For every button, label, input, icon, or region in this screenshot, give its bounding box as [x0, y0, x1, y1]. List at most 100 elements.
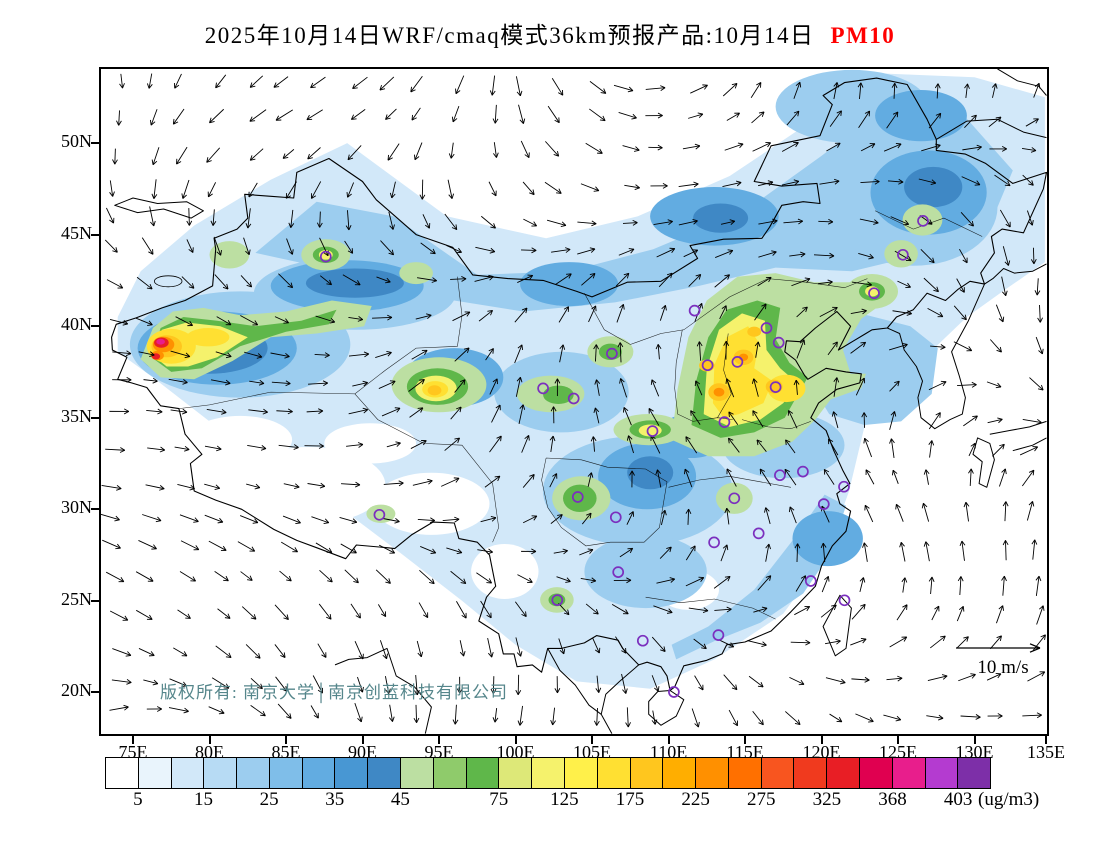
lat-tick-label: 40N: [61, 314, 92, 335]
axis-tick-mark: [438, 736, 441, 744]
city-marker: [897, 248, 909, 261]
colorbar-tick-label: 368: [878, 789, 907, 810]
lat-tick-label: 35N: [61, 405, 92, 426]
city-marker: [774, 469, 786, 482]
colorbar-cell: [892, 758, 926, 788]
axis-tick-mark: [973, 736, 976, 744]
axis-tick-mark: [208, 736, 211, 744]
concentration-fills-layer: [117, 69, 1045, 689]
axis-tick-mark: [91, 325, 100, 328]
city-marker: [688, 304, 701, 317]
colorbar-cell: [728, 758, 762, 788]
lat-tick-label: 20N: [61, 680, 92, 701]
colorbar-tick-label: 403: [943, 789, 973, 810]
city-marker: [728, 492, 741, 505]
city-marker: [537, 382, 549, 395]
city-marker: [838, 594, 851, 607]
axis-tick-mark: [91, 142, 100, 145]
city-marker: [752, 527, 765, 540]
colorbar-cell: [237, 758, 270, 788]
colorbar-tick-label: 75: [489, 789, 509, 810]
axis-tick-mark: [285, 736, 288, 744]
colorbar-cell: [859, 758, 893, 788]
city-marker: [804, 575, 817, 587]
city-marker: [606, 347, 618, 360]
axis-tick-mark: [132, 736, 135, 744]
city-marker: [838, 480, 850, 493]
colorbar: [105, 757, 991, 789]
axis-tick-mark: [91, 599, 100, 602]
city-marker: [609, 511, 622, 524]
city-marker: [551, 594, 564, 606]
lat-tick-label: 45N: [61, 222, 92, 243]
colorbar-tick-label: 15: [193, 789, 213, 810]
title-pollutant: PM10: [830, 23, 896, 48]
colorbar-cell: [761, 758, 795, 788]
colorbar-cell: [138, 758, 172, 788]
city-marker: [708, 536, 720, 549]
colorbar-cell: [302, 758, 336, 788]
axis-tick-mark: [91, 691, 100, 694]
colorbar-tick-label: 45: [390, 789, 410, 810]
lat-tick-label: 25N: [61, 588, 92, 609]
province-borders-layer: [178, 210, 983, 620]
colorbar-tick-label: 35: [325, 789, 345, 810]
city-marker: [760, 322, 773, 334]
axis-tick-mark: [514, 736, 517, 744]
colorbar-cell: [925, 758, 959, 788]
wind-legend-label: 10 m/s: [977, 657, 1029, 678]
page-title: 2025年10月14日WRF/cmaq模式36km预报产品:10月14日 PM10: [0, 16, 1100, 50]
axis-tick-mark: [1045, 736, 1047, 744]
lat-tick-label: 30N: [61, 497, 92, 518]
axis-tick-mark: [591, 736, 594, 744]
city-marker: [571, 491, 584, 503]
colorbar-cell: [368, 758, 402, 788]
colorbar-tick-label: 5: [133, 789, 143, 810]
colorbar-tick-label: 275: [747, 789, 776, 810]
city-marker: [817, 498, 830, 510]
city-marker: [701, 359, 714, 372]
city-marker: [668, 686, 680, 698]
colorbar-tick-label: 175: [615, 789, 645, 810]
axis-tick-mark: [91, 508, 100, 511]
city-marker: [718, 416, 731, 428]
colorbar-cell: [794, 758, 828, 788]
colorbar-tick-label: 325: [812, 789, 842, 810]
city-marker: [373, 508, 386, 521]
city-marker: [636, 634, 649, 647]
city-markers-layer: [319, 215, 929, 698]
city-marker: [567, 392, 580, 405]
colorbar-cell: [433, 758, 467, 788]
colorbar-cell: [171, 758, 205, 788]
colorbar-cell: [597, 758, 631, 788]
city-marker: [612, 566, 625, 578]
axis-tick-mark: [667, 736, 670, 744]
city-marker: [797, 465, 809, 478]
city-marker: [646, 425, 659, 437]
city-marker: [868, 287, 880, 300]
colorbar-cell: [532, 758, 565, 788]
colorbar-cell: [269, 758, 303, 788]
colorbar-cell: [696, 758, 729, 788]
axis-tick-mark: [91, 233, 100, 236]
city-marker: [319, 250, 332, 263]
colorbar-cell: [401, 758, 434, 788]
colorbar-cell: [663, 758, 697, 788]
colorbar-cell: [499, 758, 533, 788]
axis-tick-mark: [897, 736, 900, 744]
axis-tick-mark: [91, 416, 100, 419]
city-marker: [769, 381, 782, 393]
colorbar-tick-label: 25: [259, 789, 279, 810]
lat-tick-label: 50N: [61, 131, 92, 152]
colorbar-unit: (ug/m3): [978, 789, 1040, 810]
colorbar-cell: [466, 758, 500, 788]
colorbar-cell: [204, 758, 238, 788]
city-marker: [731, 356, 744, 368]
copyright-text: 版权所有: 南京大学│南京创蓝科技有限公司: [160, 683, 509, 702]
colorbar-tick-label: 225: [681, 789, 710, 810]
axis-tick-mark: [361, 736, 364, 744]
city-marker: [917, 215, 929, 227]
axis-tick-mark: [820, 736, 823, 744]
forecast-map: [100, 68, 1048, 734]
